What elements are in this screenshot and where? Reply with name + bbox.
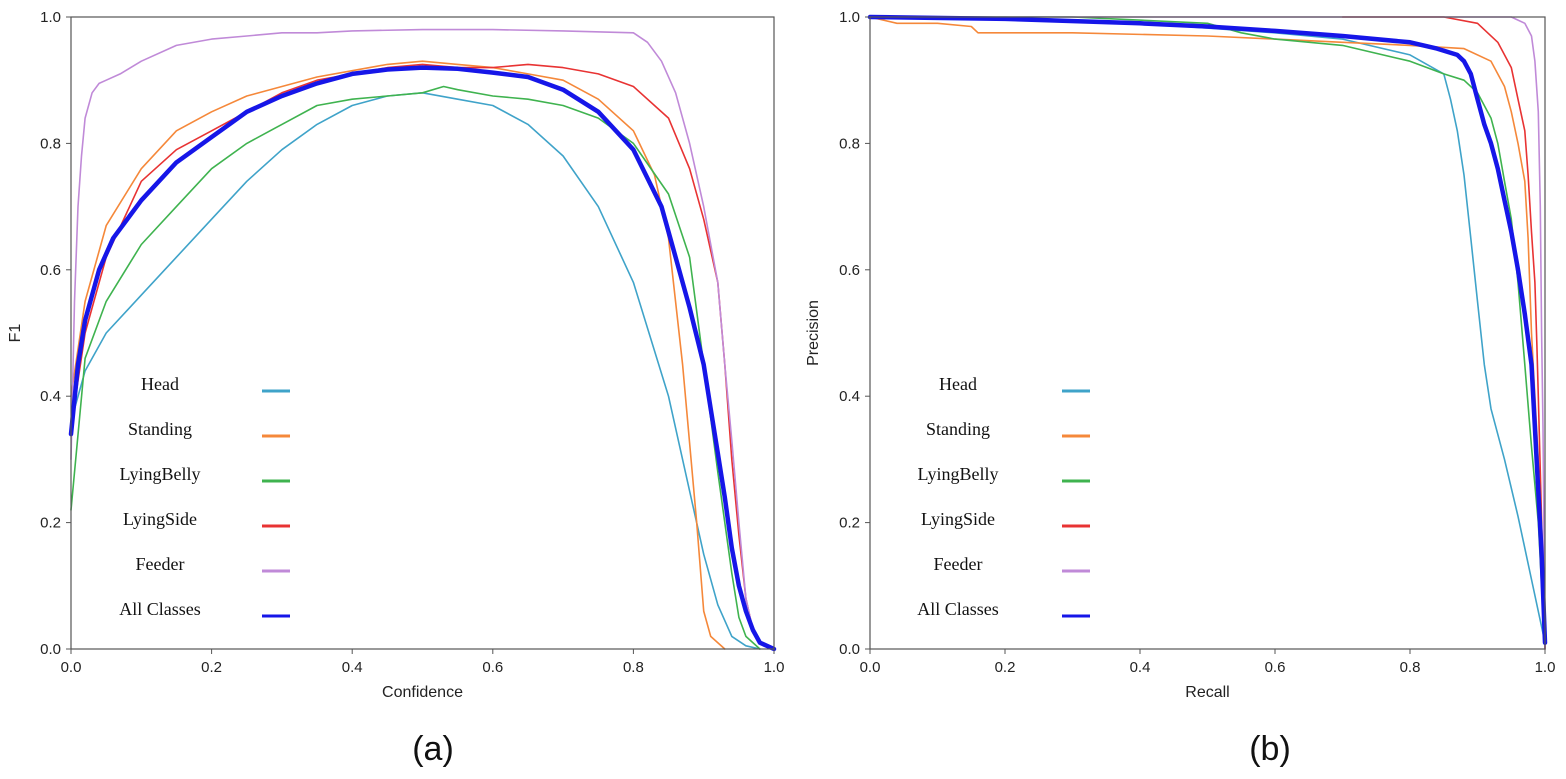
y-tick-label: 0.6	[40, 262, 61, 279]
legend-label-head: Head	[141, 374, 179, 394]
x-tick-label: 1.0	[1535, 659, 1556, 676]
legend-label-lyingside: LyingSide	[123, 509, 197, 529]
y-axis-label: F1	[7, 324, 24, 343]
legend-label-lyingside: LyingSide	[921, 509, 995, 529]
legend-label-head: Head	[939, 374, 977, 394]
y-tick-label: 1.0	[839, 9, 860, 26]
panel-a-f1-confidence: 0.0 0.2 0.4 0.6 0.8 1.0 0.0 0.2 0.4 0.6 0.8 1.0 Conf…	[7, 9, 784, 768]
y-tick-label: 1.0	[40, 9, 61, 26]
y-tick-label: 0.2	[40, 515, 61, 532]
legend-label-feeder: Feeder	[934, 554, 983, 574]
legend-label-all-classes: All Classes	[917, 599, 999, 619]
legend: Head Standing LyingBelly LyingSide Feeder All…	[119, 374, 290, 619]
x-tick-label: 0.4	[342, 659, 363, 676]
x-axis-label: Confidence	[382, 684, 463, 701]
y-axis-label: Precision	[805, 300, 822, 366]
series-line-standing	[869, 16, 1546, 650]
panel-b-precision-recall: 0.0 0.2 0.4 0.6 0.8 1.0 0.0 0.2 0.4 0.6 0.8 1.0 Reca…	[805, 9, 1555, 768]
series-line-lyingside	[1341, 16, 1546, 650]
legend-label-standing: Standing	[128, 419, 192, 439]
y-tick-label: 0.4	[839, 388, 860, 405]
legend-label-all-classes: All Classes	[119, 599, 201, 619]
y-tick-label: 0.8	[40, 135, 61, 152]
y-tick-label: 0.4	[40, 388, 61, 405]
y-tick-label: 0.8	[839, 135, 860, 152]
x-tick-label: 0.8	[623, 659, 644, 676]
x-tick-label: 0.4	[1130, 659, 1151, 676]
series-line-head	[70, 92, 761, 650]
x-tick-label: 0.8	[1400, 659, 1421, 676]
plot-frame	[869, 16, 1546, 650]
y-tick-label: 0.6	[839, 262, 860, 279]
x-tick-label: 1.0	[764, 659, 785, 676]
x-tick-label: 0.0	[61, 659, 82, 676]
series-line-head	[869, 16, 1546, 644]
series-line-feeder	[70, 28, 775, 650]
x-tick-label: 0.2	[201, 659, 222, 676]
y-tick-label: 0.0	[40, 641, 61, 658]
series-line-lyingside	[70, 63, 775, 650]
series-line-standing	[70, 60, 726, 650]
x-tick-label: 0.0	[860, 659, 881, 676]
series-lines	[68, 28, 777, 652]
plot-frame	[70, 16, 775, 650]
panel-label-b: (b)	[1249, 730, 1291, 768]
legend-label-feeder: Feeder	[136, 554, 185, 574]
legend-label-lyingbelly: LyingBelly	[120, 464, 201, 484]
x-tick-label: 0.2	[995, 659, 1016, 676]
series-line-all-classes	[867, 14, 1548, 645]
legend-label-lyingbelly: LyingBelly	[918, 464, 999, 484]
x-tick-label: 0.6	[1265, 659, 1286, 676]
x-tick-label: 0.6	[482, 659, 503, 676]
legend: Head Standing LyingBelly LyingSide Feeder All…	[917, 374, 1090, 619]
y-tick-label: 0.2	[839, 515, 860, 532]
y-tick-label: 0.0	[839, 641, 860, 658]
legend-label-standing: Standing	[926, 419, 990, 439]
series-line-all-classes	[68, 65, 777, 652]
x-axis-label: Recall	[1185, 684, 1229, 701]
panel-label-a: (a)	[412, 730, 454, 768]
